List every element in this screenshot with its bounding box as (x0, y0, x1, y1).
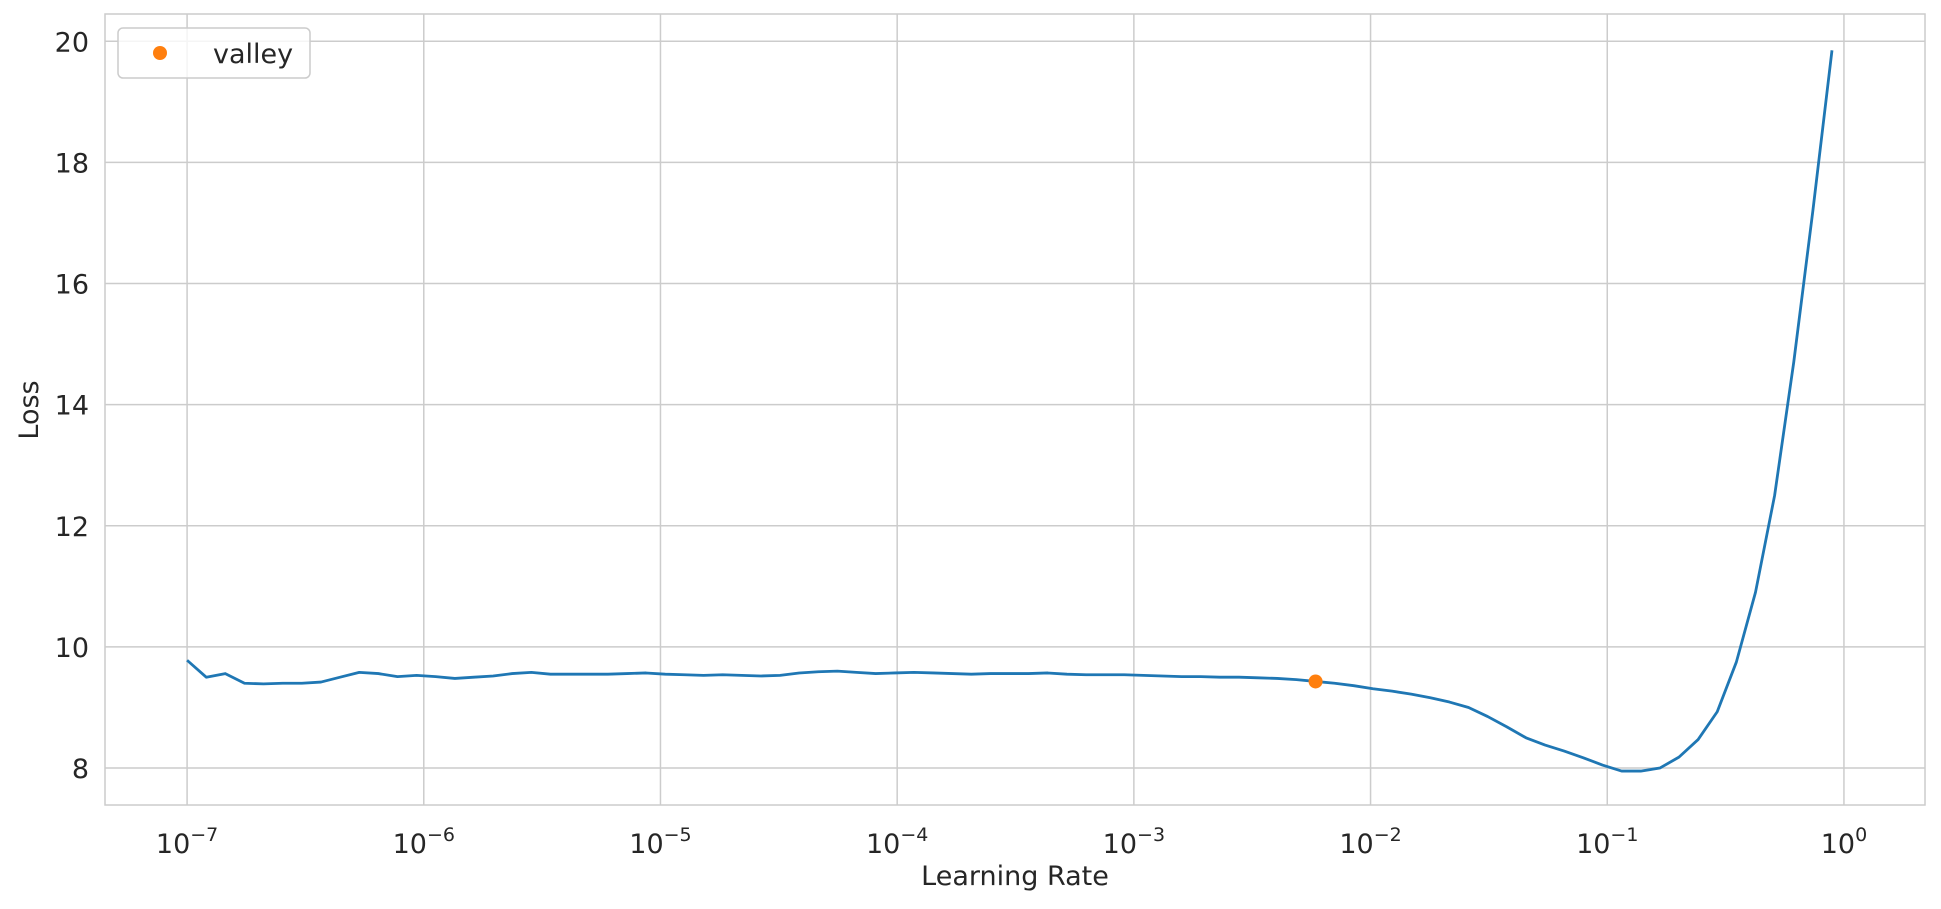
x-tick-label: 10−7 (156, 824, 218, 860)
valley-marker (1308, 674, 1323, 689)
legend-label: valley (213, 39, 293, 70)
y-axis-label: Loss (14, 380, 45, 439)
x-axis-label: Learning Rate (921, 861, 1109, 892)
loss-line (186, 50, 1834, 773)
legend-marker (153, 46, 167, 60)
y-tick-label: 12 (55, 512, 89, 543)
y-tick-label: 10 (55, 633, 89, 664)
x-tick-label: 10−6 (393, 824, 455, 860)
x-tick-label: 10−5 (629, 824, 691, 860)
y-tick-label: 20 (55, 27, 89, 58)
x-tick-label: 100 (1821, 824, 1867, 860)
y-tick-label: 16 (55, 270, 89, 301)
y-tick-label: 8 (72, 754, 89, 785)
x-tick-label: 10−1 (1576, 824, 1638, 860)
x-tick-label: 10−2 (1339, 824, 1401, 860)
x-tick-label: 10−3 (1103, 824, 1165, 860)
x-tick-label: 10−4 (866, 824, 928, 860)
y-tick-label: 14 (55, 391, 89, 422)
y-tick-label: 18 (55, 148, 89, 179)
legend-box (117, 27, 311, 79)
plot-frame (104, 13, 1926, 806)
